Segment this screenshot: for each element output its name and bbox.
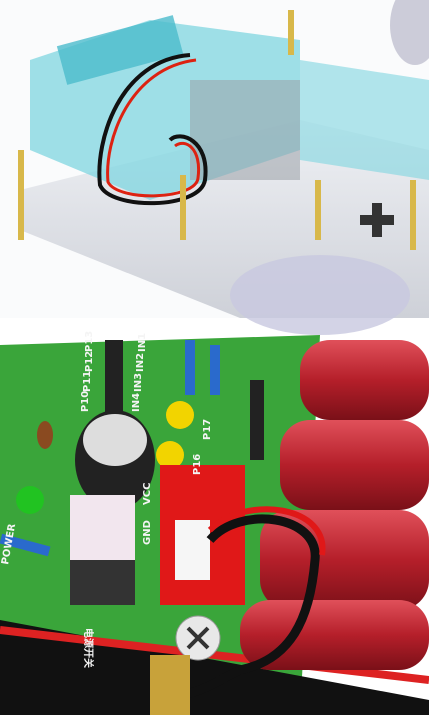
pin-label: P13 [84,331,95,352]
led-pin-label: P16 [192,454,203,475]
pcb-labels: P13 P12 P11 P10 IN1 IN2 IN3 IN4 POWER 电源… [0,331,213,668]
switch-label: 电源开关 [82,628,95,668]
led-pin-label: P17 [202,419,213,440]
in-label: IN1 [137,333,148,352]
top-render [0,0,429,335]
batteries [240,340,429,670]
in-label: IN2 [135,353,146,372]
bottom-render [0,335,429,715]
pin-label: P11 [82,371,93,392]
in-label: IN4 [131,393,142,412]
pin-label: P10 [80,391,91,412]
in-label: IN3 [133,373,144,392]
gnd-label: GND [142,520,153,545]
vcc-label: VCC [142,483,153,505]
pin-label: P12 [84,351,95,372]
